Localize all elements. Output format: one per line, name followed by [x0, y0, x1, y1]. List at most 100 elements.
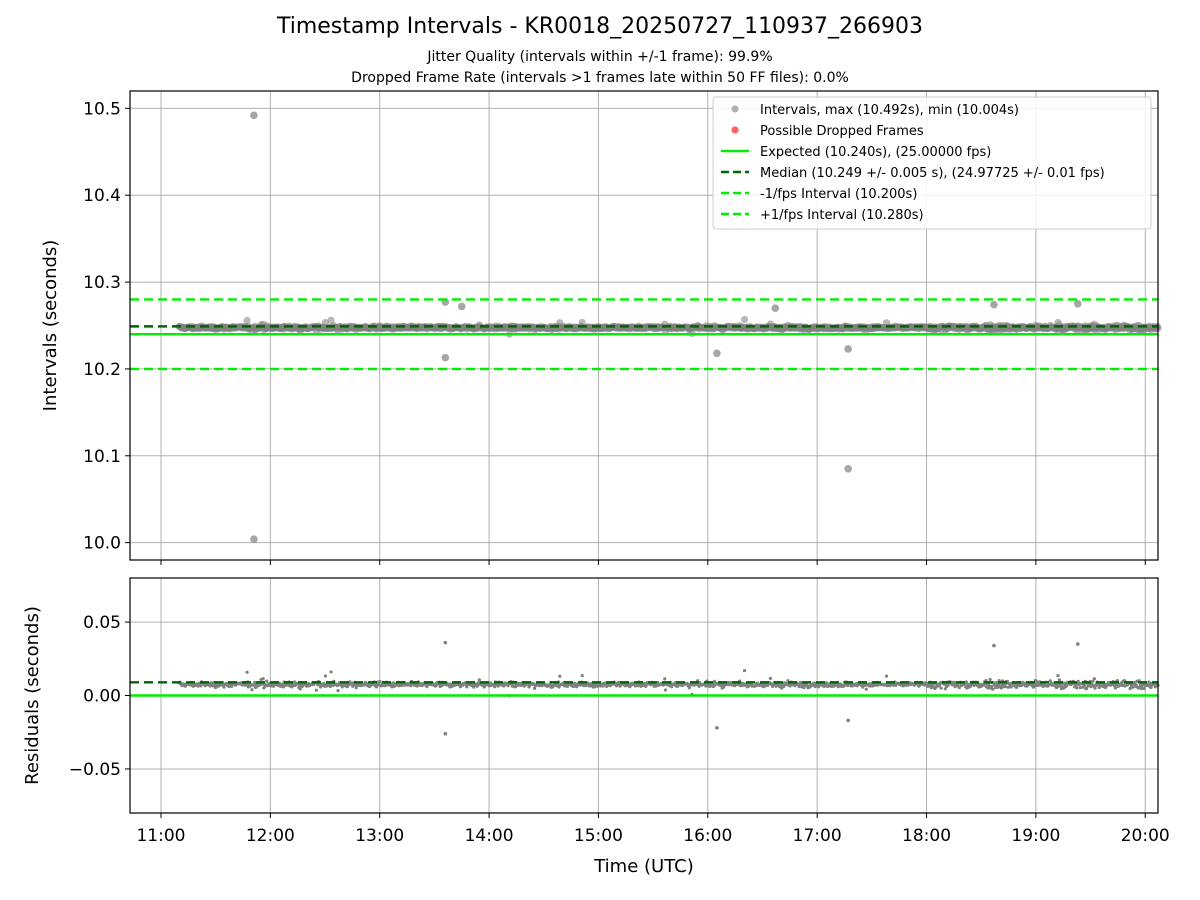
residual-point: [314, 688, 318, 692]
residual-point: [988, 677, 992, 682]
residual-point: [354, 686, 358, 690]
x-tick-label: 20:00: [1121, 826, 1170, 846]
residuals-reference-lines: [130, 681, 1158, 697]
x-tick-label: 13:00: [355, 826, 404, 846]
residual-point: [245, 670, 249, 674]
residual-point: [557, 685, 561, 689]
residual-point: [861, 685, 865, 689]
residual-point: [575, 685, 579, 689]
x-tick-label: 12:00: [246, 826, 295, 846]
residual-point: [663, 677, 667, 681]
residual-point: [1015, 685, 1019, 689]
residuals-points: [177, 640, 1160, 736]
chart-subtitle-jitter: Jitter Quality (intervals within +/-1 fr…: [427, 49, 773, 65]
residual-point: [842, 684, 846, 688]
x-tick-label: 16:00: [683, 826, 732, 846]
residual-point: [768, 676, 773, 680]
legend-marker-dropped: [731, 126, 739, 134]
legend-box: [712, 96, 1152, 230]
y-tick-label: 10.1: [83, 447, 121, 467]
interval-point: [740, 315, 749, 324]
interval-outlier: [990, 300, 998, 309]
residual-point: [1134, 683, 1138, 687]
residual-point: [939, 686, 943, 690]
residual-point: [329, 670, 333, 674]
chart-subtitle-dropped: Dropped Frame Rate (intervals >1 frames …: [351, 70, 849, 86]
residual-point: [968, 684, 973, 688]
residual-point: [318, 685, 323, 689]
x-tick-label: 11:00: [136, 826, 185, 846]
residual-point: [244, 682, 248, 686]
residual-point: [199, 684, 203, 688]
interval-point: [321, 319, 330, 327]
residual-point: [374, 685, 379, 689]
x-tick-label: 19:00: [1011, 826, 1060, 846]
intervals-reference-lines: [130, 298, 1158, 371]
y-tick-label: 10.0: [83, 534, 121, 554]
residual-outlier: [443, 640, 448, 645]
y-axis-label-residuals: Residuals (seconds): [22, 606, 43, 785]
residual-point: [1113, 686, 1117, 690]
residual-point: [298, 687, 302, 691]
residual-point: [1142, 686, 1146, 691]
residual-point: [465, 685, 469, 689]
intervals-frame: [129, 90, 1159, 561]
interval-outlier: [844, 465, 852, 473]
y-tick-label: 10.3: [83, 273, 121, 293]
residual-point: [1131, 685, 1135, 689]
axes: 10.0 10.1 10.2 10.3 10.4 10.5 −0.05 0.00 0.05 11:…: [22, 90, 1170, 877]
residual-point: [824, 681, 828, 685]
interval-outlier: [844, 345, 852, 353]
residual-point: [1085, 686, 1089, 690]
residual-point: [864, 687, 868, 691]
residual-point: [1003, 684, 1008, 689]
residual-point: [663, 688, 668, 692]
residual-point: [1056, 673, 1060, 678]
residual-point: [1093, 686, 1097, 690]
x-tick-label: 15:00: [574, 826, 623, 846]
residual-point: [222, 685, 226, 689]
legend-label: Intervals, max (10.492s), min (10.004s): [760, 103, 1019, 118]
residual-point: [1082, 683, 1087, 687]
residual-point: [265, 679, 269, 683]
residual-outlier: [846, 718, 850, 723]
residual-point: [336, 689, 340, 693]
y-tick-label: −0.05: [69, 760, 121, 780]
x-tick-label: 17:00: [793, 826, 842, 846]
chart-title: Timestamp Intervals - KR0018_20250727_11…: [276, 14, 924, 39]
y-tick-label: 0.00: [83, 687, 121, 707]
residual-outlier: [443, 731, 448, 736]
legend-label: Possible Dropped Frames: [760, 124, 924, 139]
x-axis-label: Time (UTC): [593, 856, 694, 877]
residual-point: [884, 674, 889, 678]
interval-outlier: [250, 535, 258, 543]
legend: Intervals, max (10.492s), min (10.004s) P…: [712, 96, 1152, 230]
interval-point: [327, 316, 335, 324]
residual-point: [565, 684, 570, 688]
x-tick-label: 14:00: [465, 826, 514, 846]
residual-point: [580, 673, 584, 678]
residual-point: [1076, 679, 1080, 683]
residual-point: [1092, 677, 1096, 681]
legend-marker-intervals: [731, 105, 739, 113]
legend-label: Expected (10.240s), (25.00000 fps): [760, 145, 991, 160]
residual-point: [1078, 686, 1082, 690]
residual-point: [797, 685, 801, 689]
residual-point: [1091, 679, 1095, 683]
residual-point: [1009, 685, 1013, 689]
residual-point: [378, 679, 382, 684]
residual-point: [558, 674, 562, 678]
residual-point: [261, 677, 265, 681]
residual-point: [1048, 679, 1052, 683]
residual-point: [1075, 686, 1079, 690]
residual-point: [742, 668, 747, 673]
residual-point: [957, 685, 961, 690]
interval-outlier: [771, 304, 780, 312]
interval-outlier: [713, 349, 721, 358]
interval-outlier: [1074, 299, 1082, 308]
residual-point: [1097, 685, 1101, 690]
residual-point: [250, 688, 254, 692]
residual-point: [477, 678, 481, 682]
y-axis-label-intervals: Intervals (seconds): [40, 240, 61, 412]
